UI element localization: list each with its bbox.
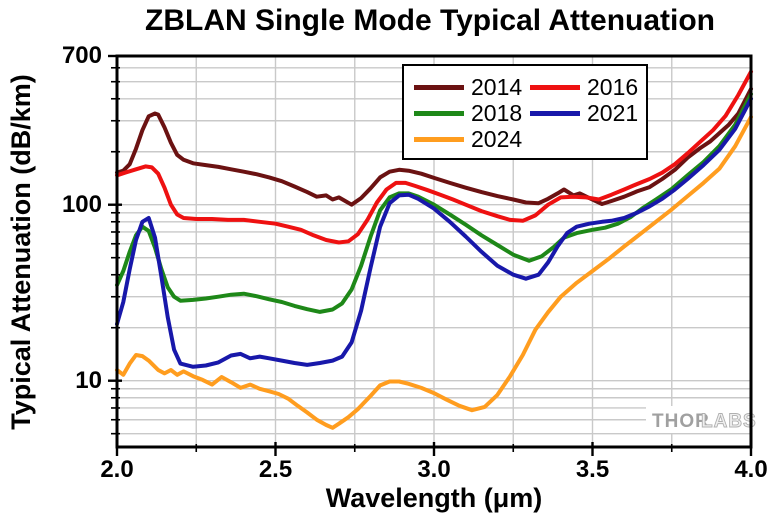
legend-item-2014: 2014 <box>414 74 530 100</box>
legend-label-2024: 2024 <box>471 126 523 152</box>
legend-line-2014 <box>414 84 464 90</box>
y-tick-label-700: 700 <box>61 42 102 69</box>
legend-label-2021: 2021 <box>587 100 639 126</box>
watermark-labs: LABS <box>701 411 757 432</box>
axes <box>108 54 753 456</box>
legend-label-2014: 2014 <box>471 74 523 100</box>
watermark-thor: THOR <box>652 411 710 432</box>
legend: 2014 2016 2018 2021 2024 <box>402 64 648 160</box>
legend-line-2024 <box>414 136 464 142</box>
series-line-2021 <box>115 96 753 369</box>
legend-line-2018 <box>414 110 464 116</box>
legend-item-2024: 2024 <box>414 126 530 152</box>
y-tick-label-10: 10 <box>75 367 102 394</box>
series-line-2018 <box>115 92 753 314</box>
series-line-2016 <box>115 69 753 245</box>
x-tick-label-3.5: 3.5 <box>575 456 610 483</box>
chart-title: ZBLAN Single Mode Typical Attenuation <box>145 4 715 37</box>
x-tick-label-3.0: 3.0 <box>417 456 451 483</box>
legend-item-2016: 2016 <box>530 74 646 100</box>
legend-line-2021 <box>530 110 580 116</box>
legend-label-2018: 2018 <box>471 100 523 126</box>
series-lines <box>115 69 753 430</box>
x-tick-label-2.5: 2.5 <box>258 456 293 483</box>
y-axis-label: Typical Attenuation (dB/km) <box>6 74 36 430</box>
series-line-2014 <box>115 86 753 207</box>
x-axis-label: Wavelength (μm) <box>325 483 543 513</box>
legend-item-2018: 2018 <box>414 100 530 126</box>
y-tick-label-100: 100 <box>61 191 102 218</box>
thorlabs-watermark: THOR LABS <box>646 406 757 433</box>
series-line-2024 <box>115 115 753 430</box>
legend-line-2016 <box>530 84 580 90</box>
legend-label-2016: 2016 <box>587 74 639 100</box>
x-tick-label-4.0: 4.0 <box>734 456 768 483</box>
watermark-background <box>646 406 756 433</box>
legend-item-2021: 2021 <box>530 100 646 126</box>
x-tick-label-2.0: 2.0 <box>100 456 134 483</box>
